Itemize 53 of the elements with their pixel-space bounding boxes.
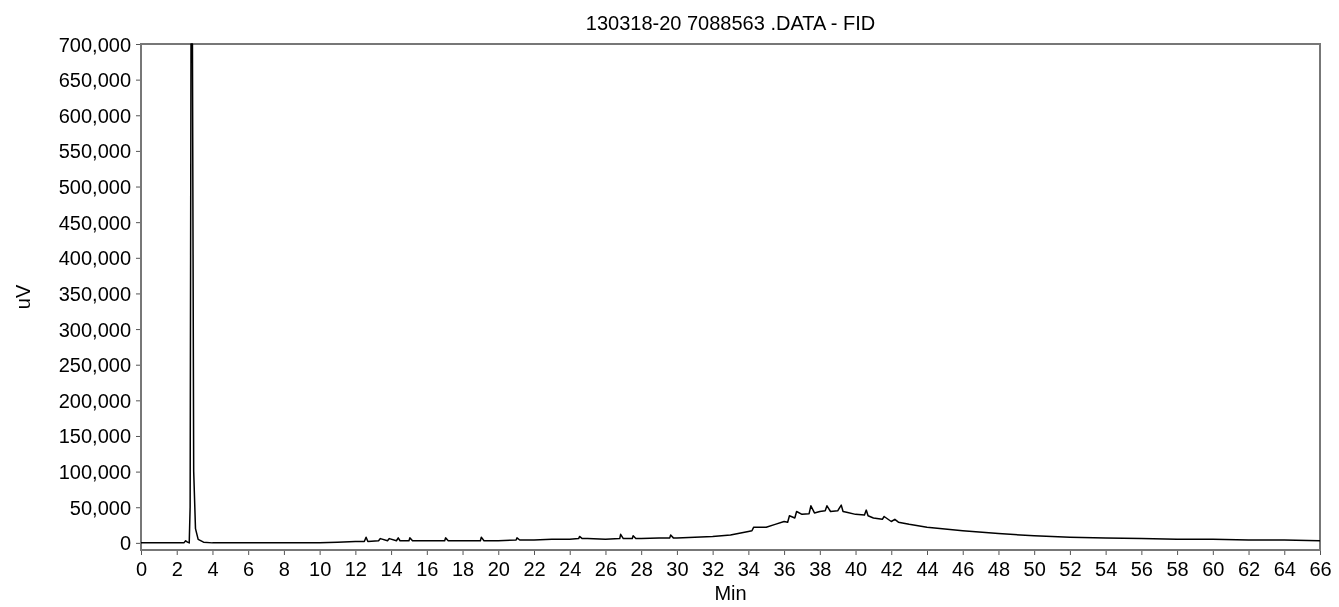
x-tick-label: 46 xyxy=(952,558,975,580)
x-tick-label: 8 xyxy=(278,558,290,580)
y-tick-label: 600,000 xyxy=(58,104,131,127)
y-tick-label: 200,000 xyxy=(58,389,131,412)
x-tick-label: 58 xyxy=(1166,558,1189,580)
x-tick-label: 0 xyxy=(135,558,148,580)
x-tick-label: 12 xyxy=(344,558,367,580)
x-tick-label: 6 xyxy=(243,558,255,580)
x-tick-label: 20 xyxy=(487,558,510,580)
x-tick-label: 50 xyxy=(1023,558,1046,580)
x-tick-label: 4 xyxy=(207,558,219,580)
x-tick-label: 60 xyxy=(1202,558,1225,580)
y-tick-label: 450,000 xyxy=(58,211,131,234)
x-tick-label: 16 xyxy=(416,558,439,580)
y-tick-label: 100,000 xyxy=(58,461,131,484)
y-tick-label: 400,000 xyxy=(58,247,131,270)
x-tick-label: 52 xyxy=(1059,558,1082,580)
y-tick-label: 250,000 xyxy=(58,354,131,377)
x-tick-label: 10 xyxy=(309,558,332,580)
x-tick-label: 62 xyxy=(1237,558,1261,580)
y-tick-label: 700,000 xyxy=(58,33,131,56)
x-tick-label: 24 xyxy=(559,558,582,580)
x-tick-label: 18 xyxy=(451,558,475,580)
x-tick-label: 64 xyxy=(1273,558,1296,580)
chart-title: 130318-20 7088563 .DATA - FID xyxy=(585,12,876,34)
x-tick-label: 66 xyxy=(1309,558,1332,580)
x-tick-label: 36 xyxy=(773,558,796,580)
y-tick-label: 300,000 xyxy=(58,318,131,341)
x-tick-label: 34 xyxy=(737,558,760,580)
x-tick-label: 30 xyxy=(666,558,689,580)
y-tick-label: 350,000 xyxy=(58,282,131,305)
x-tick-label: 14 xyxy=(380,558,403,580)
x-tick-label: 32 xyxy=(702,558,725,580)
line-series xyxy=(141,43,1320,544)
x-tick-label: 28 xyxy=(630,558,653,580)
x-tick-label: 2 xyxy=(171,558,183,580)
y-tick-label: 650,000 xyxy=(58,69,131,92)
x-tick-label: 38 xyxy=(809,558,832,580)
x-tick-label: 54 xyxy=(1095,558,1118,580)
x-tick-label: 56 xyxy=(1130,558,1153,580)
y-tick-label: 500,000 xyxy=(58,176,131,199)
x-tick-label: 42 xyxy=(880,558,903,580)
x-tick-label: 26 xyxy=(594,558,618,580)
x-tick-label: 40 xyxy=(844,558,868,580)
x-tick-label: 48 xyxy=(987,558,1011,580)
y-tick-label: 50,000 xyxy=(69,496,131,519)
y-tick-label: 150,000 xyxy=(58,425,131,448)
x-tick-label: 44 xyxy=(916,558,939,580)
y-tick-label: 550,000 xyxy=(58,140,131,163)
y-tick-label: 0 xyxy=(119,532,131,555)
y-axis-title: uV xyxy=(12,284,34,310)
x-tick-label: 22 xyxy=(523,558,546,580)
x-axis-title: Min xyxy=(714,582,747,604)
